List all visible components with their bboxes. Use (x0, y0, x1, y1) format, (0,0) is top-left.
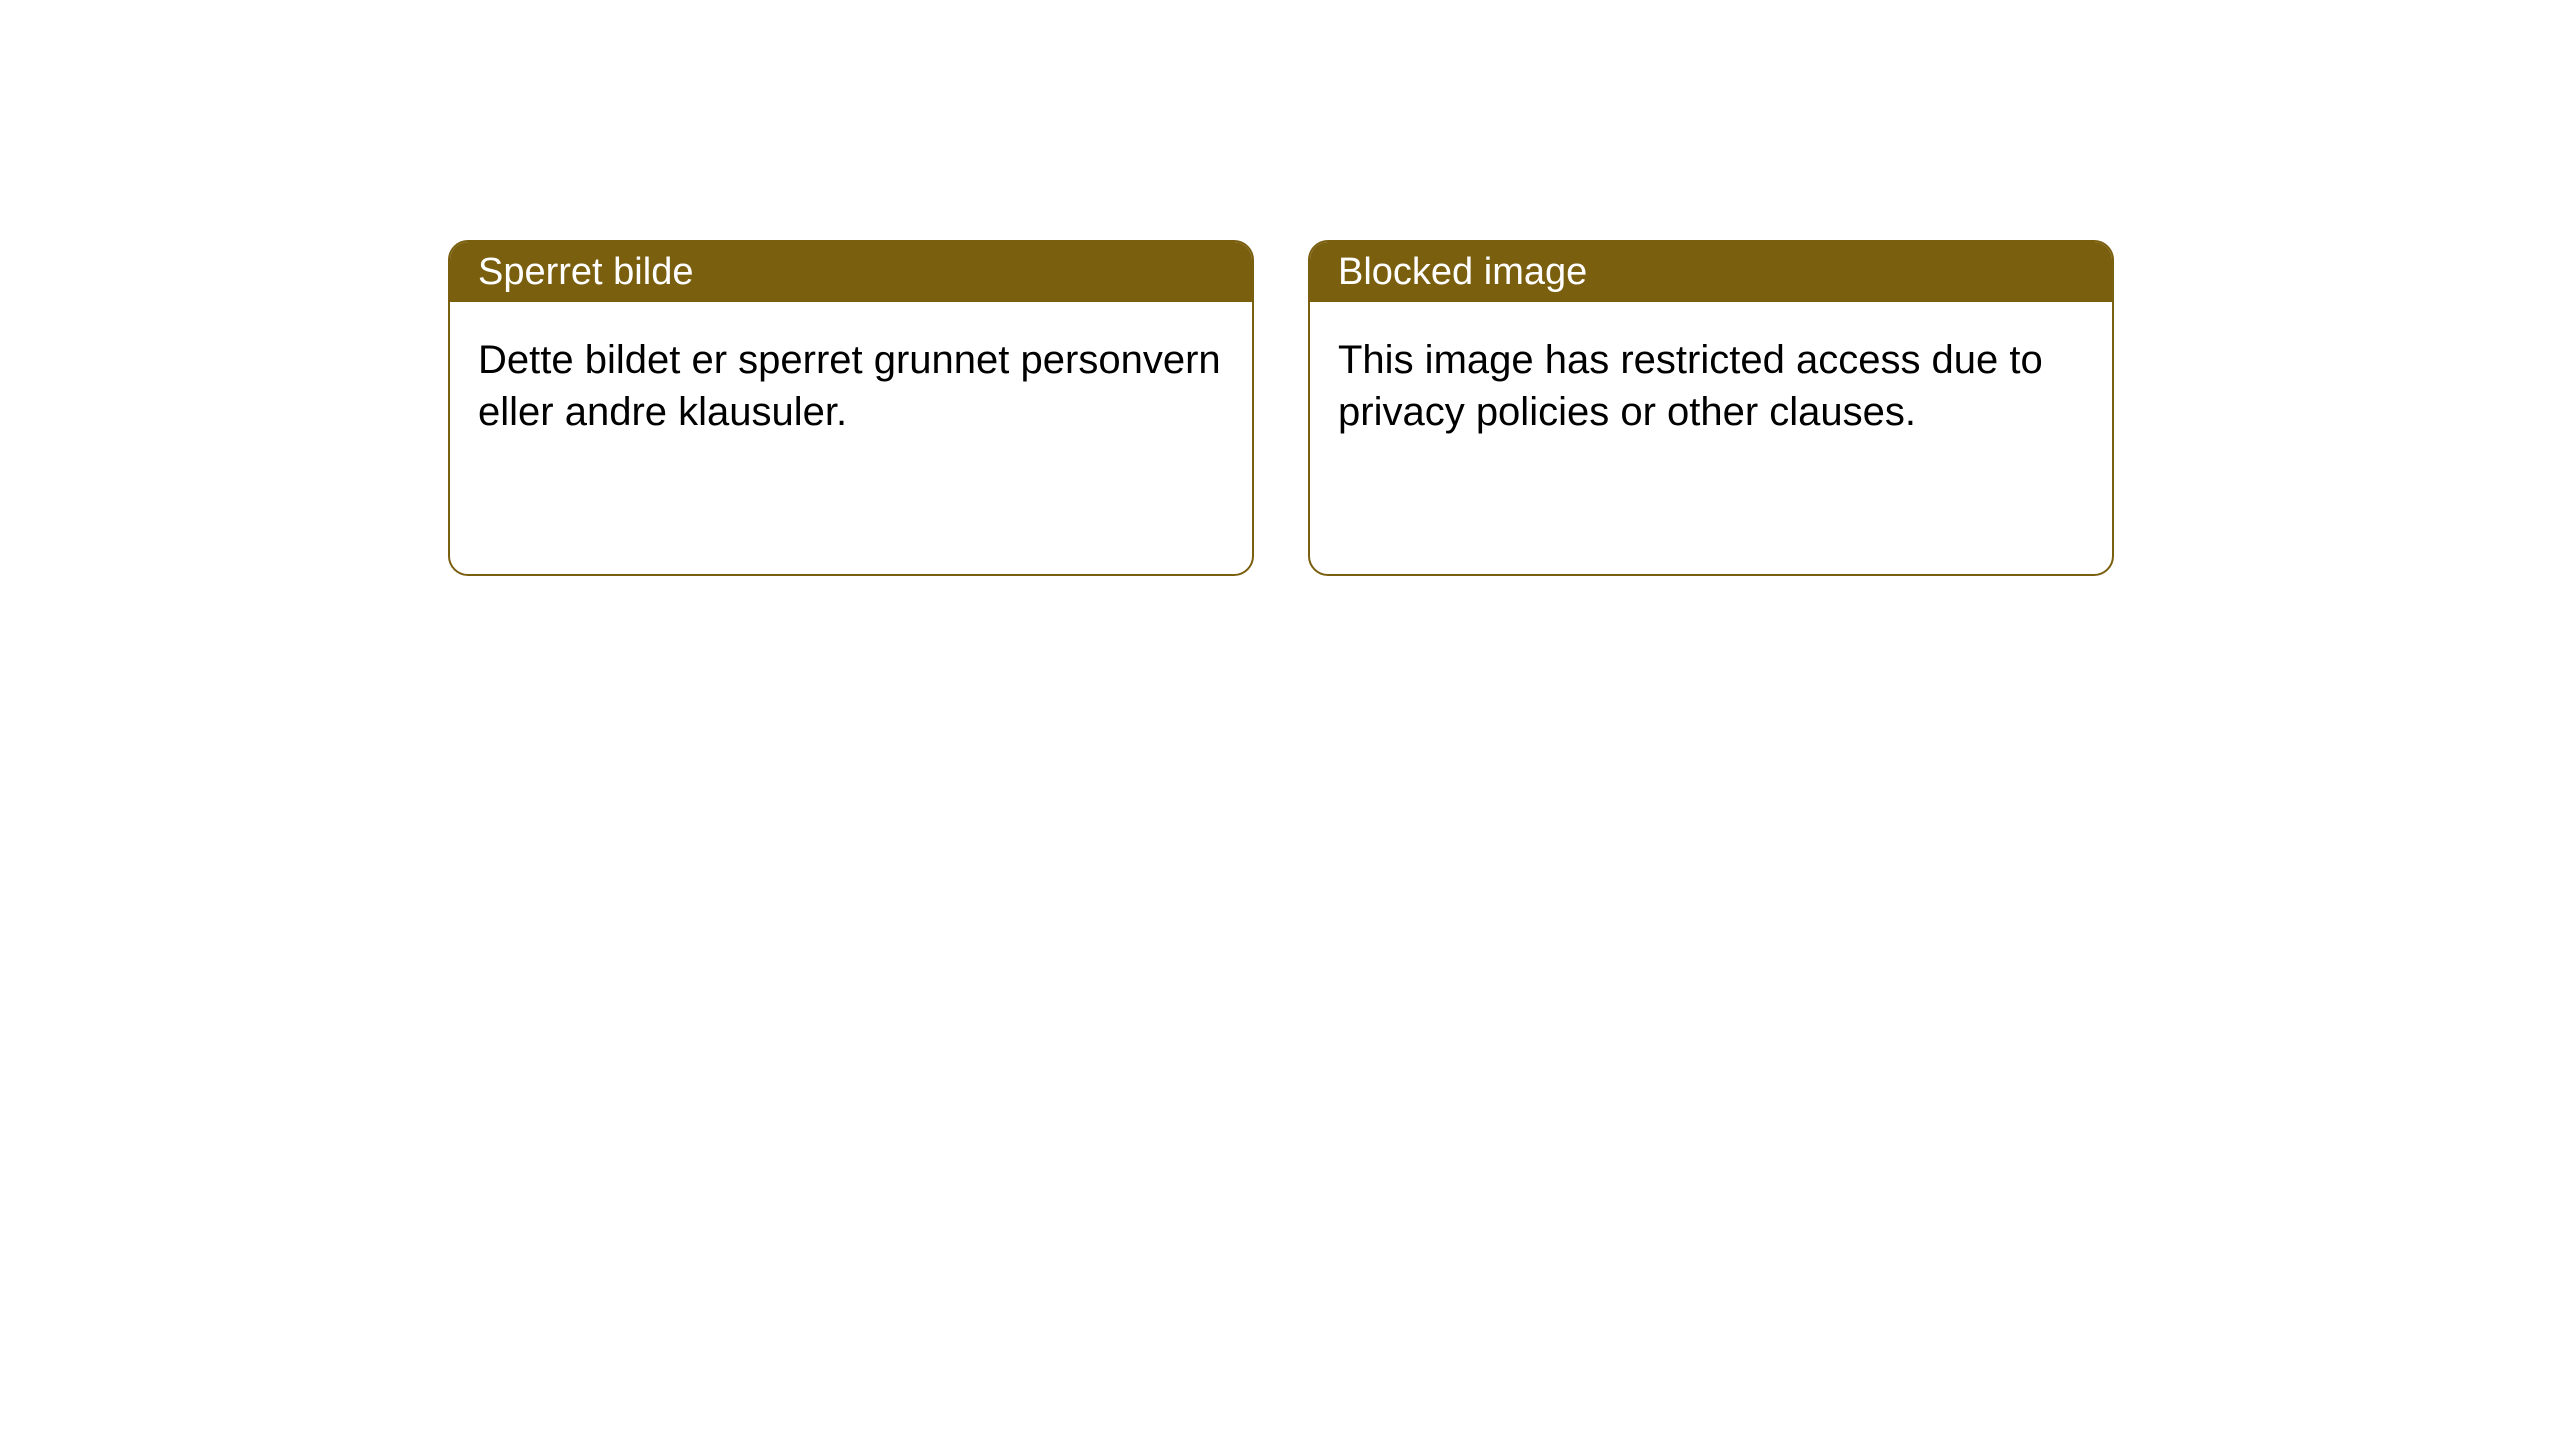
card-body: Dette bildet er sperret grunnet personve… (450, 302, 1252, 470)
card-header: Sperret bilde (450, 242, 1252, 302)
blocked-image-card-no: Sperret bilde Dette bildet er sperret gr… (448, 240, 1254, 576)
card-title: Sperret bilde (478, 251, 693, 294)
card-body-text: Dette bildet er sperret grunnet personve… (478, 338, 1221, 434)
card-body-text: This image has restricted access due to … (1338, 338, 2043, 434)
card-body: This image has restricted access due to … (1310, 302, 2112, 470)
blocked-image-card-en: Blocked image This image has restricted … (1308, 240, 2114, 576)
card-title: Blocked image (1338, 251, 1587, 294)
cards-container: Sperret bilde Dette bildet er sperret gr… (0, 0, 2560, 576)
card-header: Blocked image (1310, 242, 2112, 302)
